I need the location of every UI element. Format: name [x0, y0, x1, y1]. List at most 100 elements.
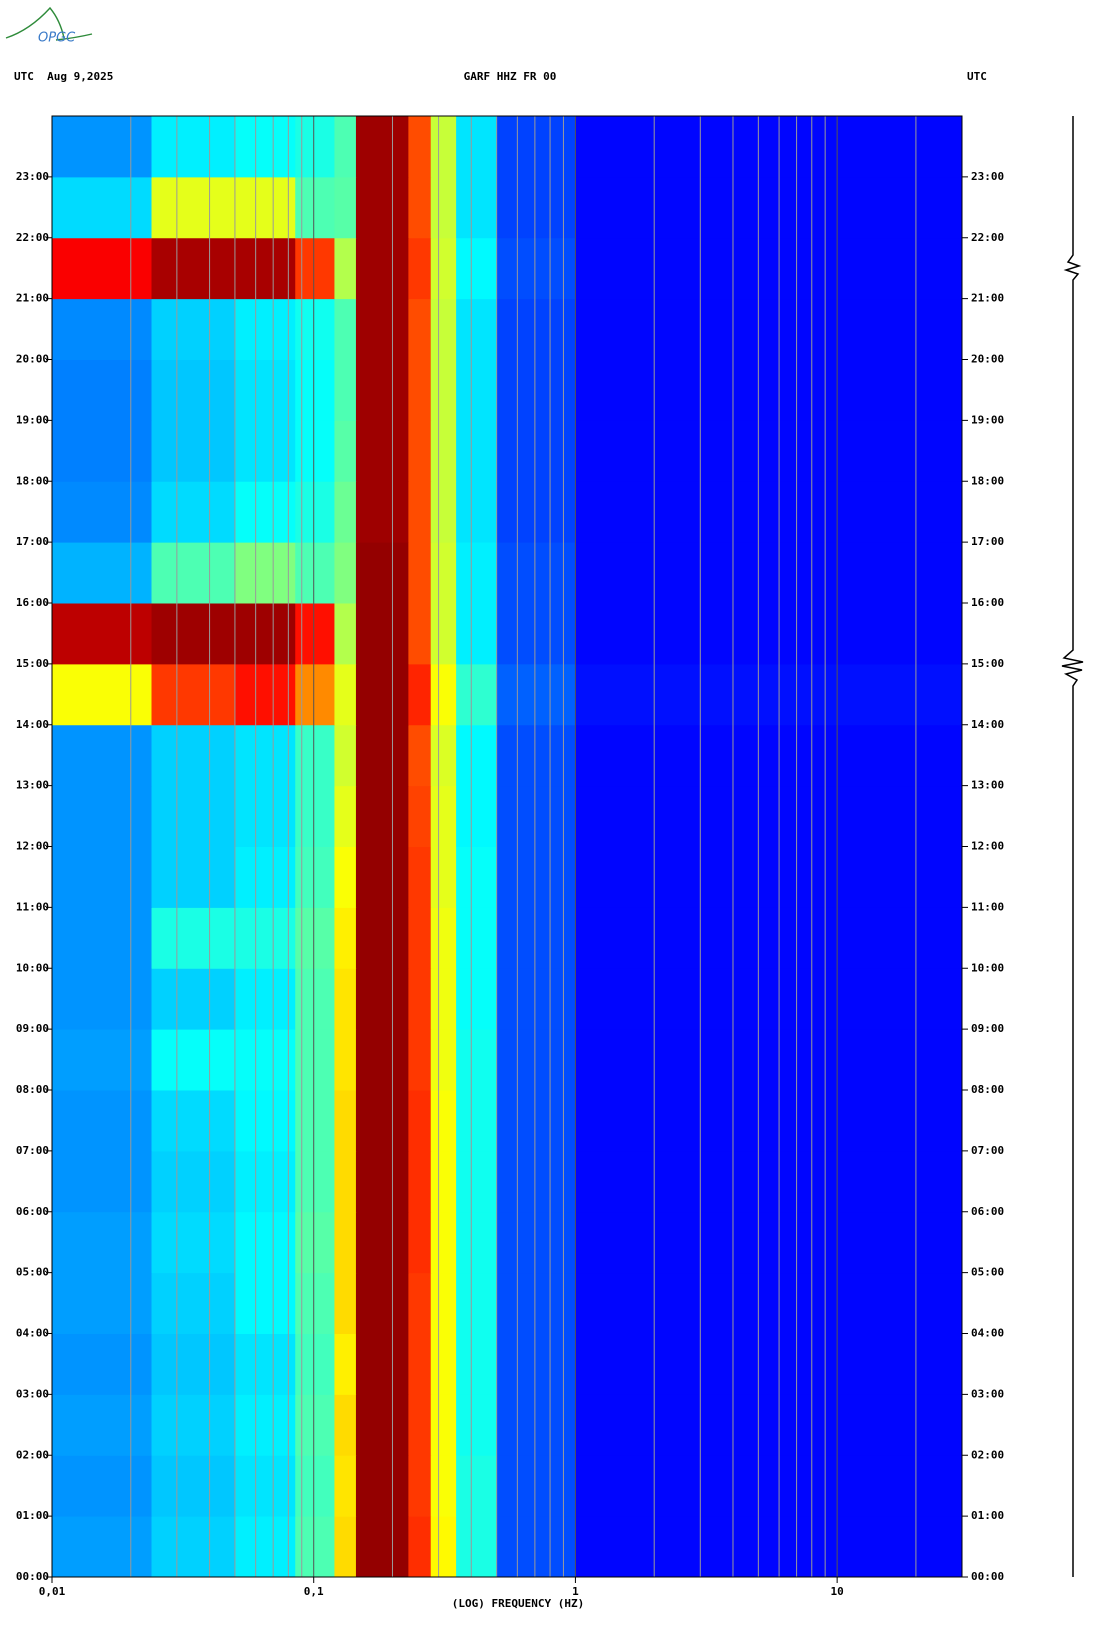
- cell: [334, 1333, 357, 1395]
- cell: [234, 724, 296, 787]
- y-tick-label: 12:00: [16, 840, 49, 853]
- y-tick-label: 11:00: [971, 900, 1004, 913]
- cell: [334, 663, 357, 726]
- cell: [52, 603, 153, 665]
- cell: [430, 1211, 457, 1274]
- logo-arc: [5, 6, 93, 41]
- cell: [334, 298, 357, 360]
- cell: [151, 785, 236, 847]
- cell: [334, 603, 357, 665]
- cell: [575, 846, 963, 908]
- cell: [456, 846, 498, 908]
- cell: [52, 176, 153, 239]
- cell: [151, 907, 236, 969]
- y-tick-label: 10:00: [971, 961, 1004, 974]
- cell: [496, 1029, 576, 1091]
- cell: [52, 420, 153, 482]
- y-tick-label: 01:00: [971, 1509, 1004, 1522]
- cell: [456, 907, 498, 969]
- y-tick-label: 17:00: [16, 535, 49, 548]
- cell: [151, 1516, 236, 1578]
- x-tick-label: 0,1: [304, 1585, 324, 1598]
- cell: [334, 785, 357, 847]
- cell: [234, 542, 296, 604]
- y-tick-label: 16:00: [16, 596, 49, 609]
- cell: [355, 420, 409, 482]
- y-tick-label: 22:00: [16, 231, 49, 244]
- cell: [355, 907, 409, 969]
- cell: [52, 846, 153, 908]
- y-tick-label: 15:00: [971, 657, 1004, 670]
- cell: [52, 298, 153, 360]
- cell: [295, 968, 335, 1030]
- cell: [456, 542, 498, 604]
- cell: [52, 968, 153, 1030]
- cell: [456, 603, 498, 665]
- cell: [496, 907, 576, 969]
- cell: [295, 359, 335, 421]
- y-tick-label: 11:00: [16, 900, 49, 913]
- cell: [355, 785, 409, 847]
- y-tick-label: 08:00: [16, 1083, 49, 1096]
- cell: [408, 359, 432, 421]
- cell: [234, 481, 296, 543]
- cell: [52, 1333, 153, 1395]
- y-tick-label: 13:00: [16, 779, 49, 792]
- cell: [52, 1272, 153, 1334]
- y-tick-label: 03:00: [971, 1387, 1004, 1400]
- cell: [456, 1394, 498, 1456]
- cell: [575, 116, 963, 178]
- cell: [295, 1150, 335, 1213]
- cell: [430, 1090, 457, 1152]
- cell: [234, 1150, 296, 1213]
- y-tick-label: 00:00: [971, 1570, 1004, 1583]
- cell: [234, 116, 296, 178]
- cell: [456, 237, 498, 300]
- y-tick-label: 23:00: [971, 170, 1004, 183]
- y-tick-label: 20:00: [971, 353, 1004, 366]
- cell: [295, 481, 335, 543]
- cell: [430, 846, 457, 908]
- cell: [430, 1272, 457, 1334]
- cell: [430, 1150, 457, 1213]
- cell: [234, 298, 296, 360]
- cell: [575, 1455, 963, 1517]
- cell: [575, 1090, 963, 1152]
- cell: [151, 298, 236, 360]
- cell: [52, 542, 153, 604]
- cell: [456, 1455, 498, 1517]
- y-tick-label: 21:00: [971, 292, 1004, 305]
- cell: [334, 724, 357, 787]
- cell: [456, 116, 498, 178]
- y-tick-label: 07:00: [971, 1144, 1004, 1157]
- y-tick-label: 17:00: [971, 535, 1004, 548]
- cell: [575, 1211, 963, 1274]
- cell: [295, 785, 335, 847]
- y-tick-label: 23:00: [16, 170, 49, 183]
- cell: [52, 724, 153, 787]
- cell: [355, 237, 409, 300]
- cell: [456, 298, 498, 360]
- cell: [496, 603, 576, 665]
- cell: [575, 1272, 963, 1334]
- cell: [334, 1455, 357, 1517]
- cell: [496, 968, 576, 1030]
- cell: [355, 1455, 409, 1517]
- cell: [430, 1333, 457, 1395]
- cell: [355, 176, 409, 239]
- cell: [334, 1394, 357, 1456]
- cell: [334, 176, 357, 239]
- cell: [408, 603, 432, 665]
- cell: [151, 176, 236, 239]
- y-tick-label: 00:00: [16, 1570, 49, 1583]
- y-tick-label: 19:00: [971, 413, 1004, 426]
- cell: [334, 1516, 357, 1578]
- cell: [234, 359, 296, 421]
- cell: [408, 1029, 432, 1091]
- cell: [234, 1211, 296, 1274]
- y-tick-label: 02:00: [971, 1448, 1004, 1461]
- cell: [430, 1394, 457, 1456]
- y-tick-label: 14:00: [971, 718, 1004, 731]
- cell: [575, 724, 963, 787]
